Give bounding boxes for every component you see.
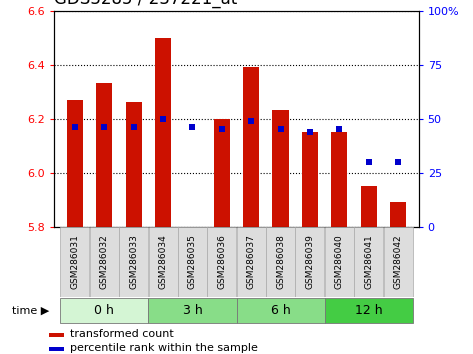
Point [101, 124, 108, 130]
Text: GSM286036: GSM286036 [217, 234, 226, 290]
Bar [243, 67, 259, 227]
Bar [390, 202, 406, 227]
Point [130, 124, 138, 130]
Point [159, 116, 167, 121]
Text: GSM286042: GSM286042 [394, 235, 403, 289]
FancyBboxPatch shape [384, 227, 412, 297]
Text: time ▶: time ▶ [12, 306, 50, 316]
FancyBboxPatch shape [61, 227, 89, 297]
Text: GDS3285 / 237221_at: GDS3285 / 237221_at [54, 0, 237, 8]
Bar [49, 347, 64, 351]
Text: 6 h: 6 h [271, 304, 290, 317]
Bar [214, 119, 230, 227]
Bar [272, 110, 289, 227]
FancyBboxPatch shape [236, 227, 266, 297]
Text: GSM286033: GSM286033 [129, 234, 138, 290]
Bar [96, 84, 113, 227]
Text: 0 h: 0 h [95, 304, 114, 317]
Text: GSM286041: GSM286041 [364, 235, 373, 289]
FancyBboxPatch shape [324, 298, 413, 323]
FancyBboxPatch shape [90, 227, 119, 297]
Point [247, 118, 255, 124]
Point [71, 124, 79, 130]
Point [277, 127, 284, 132]
Text: GSM286032: GSM286032 [100, 235, 109, 289]
Text: GSM286035: GSM286035 [188, 234, 197, 290]
FancyBboxPatch shape [296, 227, 324, 297]
Text: GSM286031: GSM286031 [70, 234, 79, 290]
Text: GSM286037: GSM286037 [247, 234, 256, 290]
FancyBboxPatch shape [207, 227, 236, 297]
FancyBboxPatch shape [119, 227, 148, 297]
Text: transformed count: transformed count [70, 329, 174, 339]
FancyBboxPatch shape [354, 227, 383, 297]
Text: percentile rank within the sample: percentile rank within the sample [70, 343, 258, 353]
Text: GSM286034: GSM286034 [158, 235, 167, 289]
Bar [302, 132, 318, 227]
Point [189, 124, 196, 130]
Bar [360, 186, 377, 227]
Text: GSM286038: GSM286038 [276, 234, 285, 290]
FancyBboxPatch shape [266, 227, 295, 297]
FancyBboxPatch shape [149, 227, 177, 297]
Point [335, 127, 343, 132]
Text: 3 h: 3 h [183, 304, 202, 317]
Point [394, 159, 402, 165]
Text: GSM286040: GSM286040 [335, 235, 344, 289]
Point [365, 159, 372, 165]
Bar [155, 38, 171, 227]
FancyBboxPatch shape [178, 227, 207, 297]
FancyBboxPatch shape [236, 298, 324, 323]
Bar [331, 132, 347, 227]
Point [218, 127, 226, 132]
FancyBboxPatch shape [325, 227, 354, 297]
FancyBboxPatch shape [149, 298, 236, 323]
Text: GSM286039: GSM286039 [306, 234, 315, 290]
Point [306, 129, 314, 135]
FancyBboxPatch shape [60, 298, 149, 323]
Bar [49, 333, 64, 337]
Bar [126, 102, 142, 227]
Text: 12 h: 12 h [355, 304, 383, 317]
Bar [67, 100, 83, 227]
